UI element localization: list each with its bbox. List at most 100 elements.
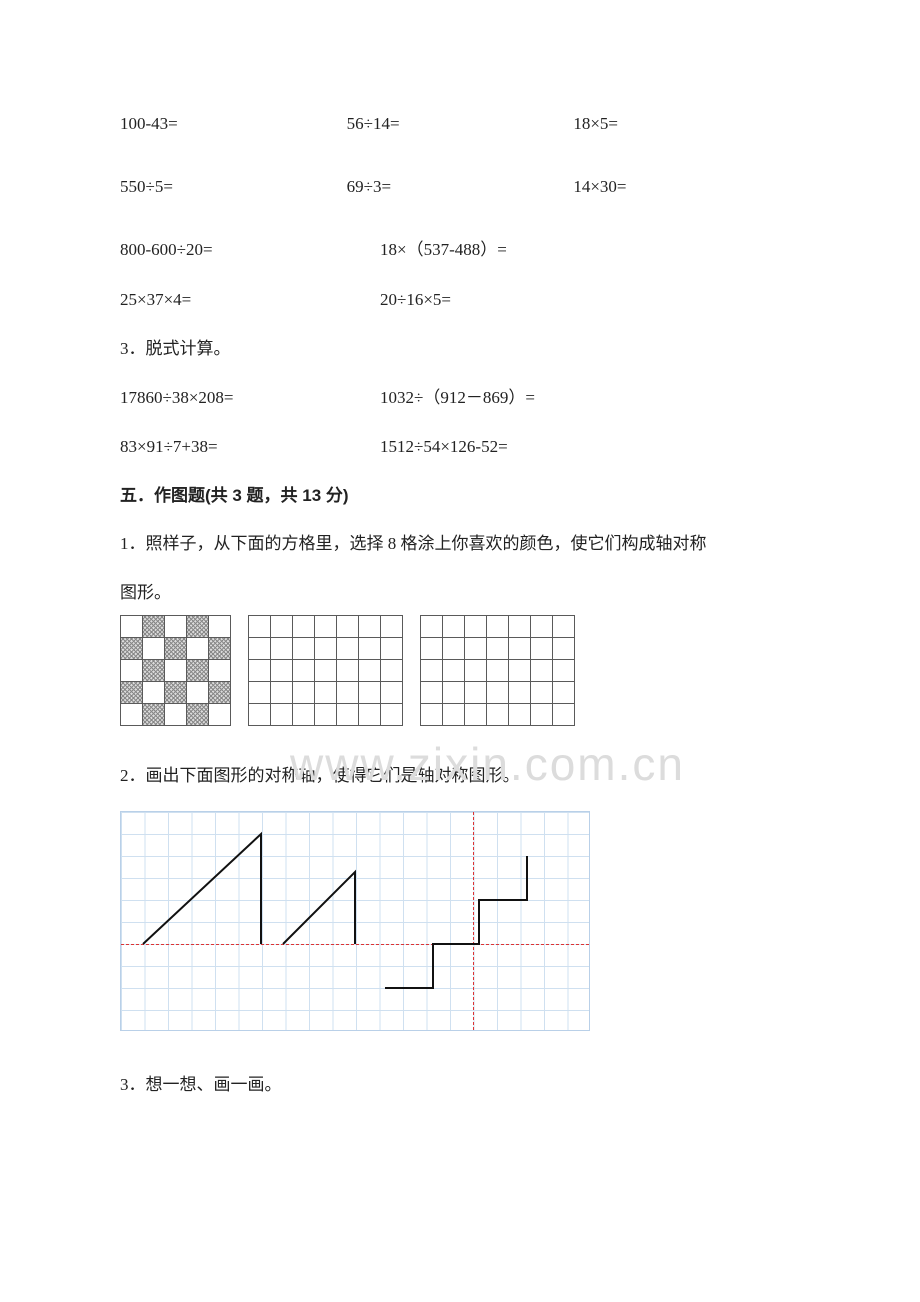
exercise-row-5: 17860÷38×208= 1032÷（912－869）= [120,384,800,411]
grid-cell [314,659,337,682]
grid-cell [508,681,531,704]
expr-cell: 1032÷（912－869）= [380,384,800,411]
grid-cell [270,681,293,704]
grid-cell [186,681,209,704]
grid-cell [380,703,403,726]
grid-cell [248,703,271,726]
grid-cell [464,703,487,726]
grid-cell [336,681,359,704]
grid-cell [464,659,487,682]
grid-cell [248,659,271,682]
grid-cell [164,659,187,682]
grid-cell [464,637,487,660]
grid-cell [508,703,531,726]
grid-cell [442,615,465,638]
grid-cell [442,637,465,660]
grid-cell [142,637,165,660]
grid-cell [464,615,487,638]
grid-cell [208,637,231,660]
grid-cell [186,615,209,638]
grid-cell [208,659,231,682]
grid-cell [314,681,337,704]
grid-cell [552,615,575,638]
grid-cell [380,681,403,704]
expr-cell: 69÷3= [347,173,574,200]
grid-cell [248,681,271,704]
grid-cell [270,703,293,726]
expr-cell: 56÷14= [347,110,574,137]
grid-block-3 [420,616,574,726]
grid-cell [358,681,381,704]
q1-text-a: 1．照样子，从下面的方格里，选择 8 格涂上你喜欢的颜色，使它们构成轴对称 [120,530,800,557]
q1-text-b: 图形。 [120,579,800,606]
grid-cell [380,615,403,638]
exercise-row-2: 550÷5= 69÷3= 14×30= [120,173,800,200]
expr-cell: 100-43= [120,110,347,137]
grid-cell [420,703,443,726]
grid-block-1 [120,616,230,726]
grid-cell [530,703,553,726]
grid-cell [508,637,531,660]
grid-cell [358,703,381,726]
grid-cell [530,659,553,682]
grid-cell [486,703,509,726]
grid-cell [486,681,509,704]
exercise-row-3: 800-600÷20= 18×（537-488）= [120,236,800,263]
triangle-2 [283,872,355,944]
grid-cell [208,681,231,704]
grid-cell [442,681,465,704]
grid-cell [164,637,187,660]
expr-cell: 14×30= [573,173,800,200]
fig2-shapes [121,812,591,1032]
grid-cell [552,703,575,726]
grid-cell [530,637,553,660]
grid-cell [208,703,231,726]
grid-cell [186,659,209,682]
grid-cell [142,703,165,726]
grid-cell [164,615,187,638]
grid-cell [358,637,381,660]
grid-cell [442,703,465,726]
grid-cell [336,703,359,726]
grid-cell [486,615,509,638]
grid-cell [530,681,553,704]
exercise-row-6: 83×91÷7+38= 1512÷54×126-52= [120,433,800,460]
expr-cell: 18×5= [573,110,800,137]
grid-cell [420,615,443,638]
grid-cell [442,659,465,682]
grid-cell [120,637,143,660]
expr-cell: 17860÷38×208= [120,384,380,411]
grid-cell [120,703,143,726]
grid-cell [420,637,443,660]
grid-cell [336,637,359,660]
q1-grids [120,616,800,726]
expr-cell: 800-600÷20= [120,236,380,263]
grid-cell [270,659,293,682]
grid-cell [248,615,271,638]
grid-cell [292,637,315,660]
grid-cell [270,637,293,660]
grid-cell [292,681,315,704]
grid-cell [552,659,575,682]
expr-cell: 18×（537-488）= [380,236,800,263]
grid-cell [208,615,231,638]
step-shape [385,856,527,988]
grid-cell [552,637,575,660]
grid-cell [552,681,575,704]
grid-cell [292,703,315,726]
watermark-text: www.zixin.com.cn [290,728,685,802]
grid-cell [336,659,359,682]
grid-cell [120,681,143,704]
grid-cell [270,615,293,638]
grid-cell [314,615,337,638]
grid-cell [530,615,553,638]
grid-cell [292,615,315,638]
grid-cell [420,681,443,704]
grid-cell [314,637,337,660]
q2-figure [120,811,590,1031]
grid-cell [186,703,209,726]
triangle-1 [143,834,261,944]
expr-cell: 550÷5= [120,173,347,200]
grid-cell [120,659,143,682]
grid-cell [486,637,509,660]
